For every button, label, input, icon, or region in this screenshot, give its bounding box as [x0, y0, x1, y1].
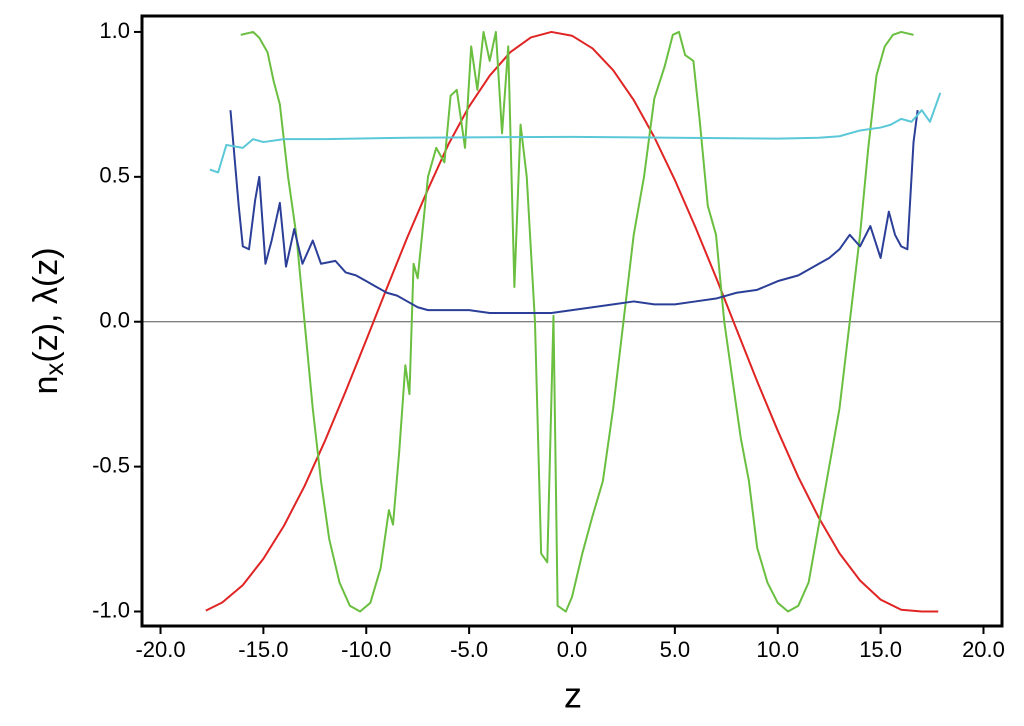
x-tick-label: -15.0 — [238, 637, 288, 662]
y-tick-label: 0.0 — [99, 308, 130, 333]
series-line — [229, 110, 919, 315]
y-tick-label: 1.0 — [99, 18, 130, 43]
plot-frame — [140, 14, 1004, 628]
x-tick-label: 0.0 — [557, 637, 588, 662]
series-line — [209, 92, 942, 174]
y-axis-label-part: (z), λ(z) — [27, 247, 65, 362]
y-tick-label: 0.5 — [99, 163, 130, 188]
x-axis-label: z — [564, 675, 582, 716]
series-line — [240, 30, 914, 613]
y-axis-label-subscript: x — [39, 363, 69, 376]
x-tick-label: 20.0 — [962, 637, 1005, 662]
y-tick-label: -0.5 — [92, 452, 130, 477]
x-tick-label: -5.0 — [450, 637, 488, 662]
x-tick-label: -10.0 — [341, 637, 391, 662]
y-tick-label: -1.0 — [92, 597, 130, 622]
series-line — [205, 30, 939, 613]
x-tick-label: -20.0 — [135, 637, 185, 662]
y-axis-label-part: n — [27, 376, 65, 395]
x-tick-label: 10.0 — [756, 637, 799, 662]
x-tick-label: 15.0 — [859, 637, 902, 662]
y-axis-label: nx(z), λ(z) — [27, 247, 69, 394]
x-tick-label: 5.0 — [660, 637, 691, 662]
